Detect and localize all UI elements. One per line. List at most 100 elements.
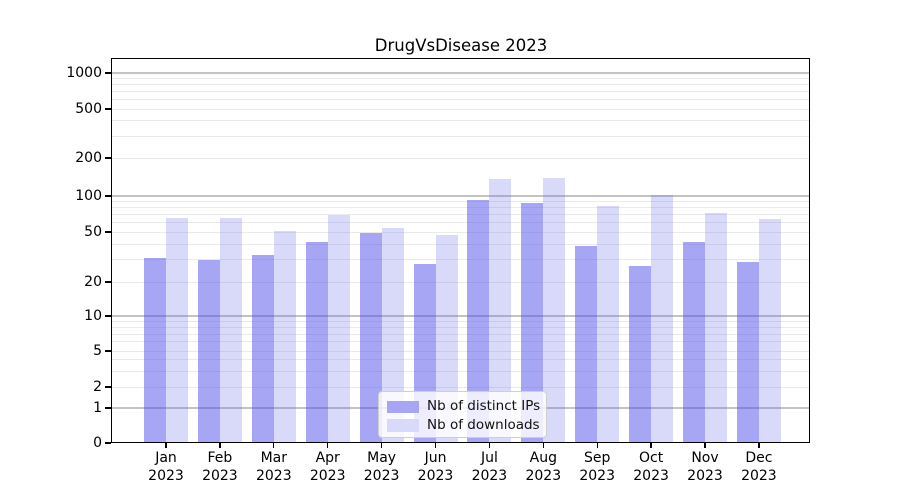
y-axis-tick [105, 442, 111, 444]
x-tick-label-year: 2023 [363, 467, 400, 484]
x-tick-label-year: 2023 [471, 467, 508, 484]
gridline-minor [112, 243, 809, 245]
bar-distinct-ips-aug [521, 203, 544, 443]
bar-downloads-sep [597, 206, 620, 443]
x-tick-label-year: 2023 [202, 467, 238, 484]
gridline-minor [112, 386, 809, 388]
bar-downloads-mar [273, 230, 296, 443]
x-tick-label-month: Oct [638, 450, 664, 466]
gridline-minor [112, 326, 809, 328]
x-tick-label-month: Aug [529, 450, 557, 466]
y-tick-label: 100 [75, 188, 102, 204]
bar-distinct-ips-jan [144, 258, 166, 443]
gridline-minor [112, 207, 809, 209]
x-tick-label-year: 2023 [687, 467, 723, 484]
x-tick-label-year: 2023 [579, 467, 615, 484]
bar-downloads-nov [705, 213, 727, 443]
x-tick-label-year: 2023 [525, 467, 562, 484]
gridline-minor [112, 135, 809, 137]
gridline-minor [112, 333, 809, 335]
x-tick-label: May 2023 [342, 450, 422, 485]
x-tick-label-month: Nov [691, 450, 719, 466]
y-axis-tick [105, 108, 111, 110]
gridline-minor [112, 200, 809, 202]
gridline-major [112, 195, 809, 197]
x-tick-label-month: Sep [583, 450, 611, 466]
gridline-minor [112, 84, 809, 86]
gridline-minor [112, 91, 809, 93]
chart-title: DrugVsDisease 2023 [374, 36, 548, 55]
gridline-major [112, 315, 809, 317]
gridline-minor [112, 77, 809, 79]
y-axis-tick [105, 157, 111, 159]
x-axis-tick [434, 443, 437, 448]
gridline-minor [112, 370, 809, 372]
x-tick-label-month: Feb [207, 450, 233, 466]
gridline-minor [112, 99, 809, 101]
bar-downloads-aug [543, 178, 566, 443]
bar-distinct-ips-sep [575, 245, 598, 443]
bar-downloads-apr [327, 214, 350, 443]
y-tick-label: 2 [93, 379, 102, 395]
bar-distinct-ips-apr [305, 241, 328, 443]
x-axis-tick [327, 443, 329, 448]
x-tick-label: Jan 2023 [126, 450, 206, 485]
x-axis-tick [380, 443, 383, 448]
x-tick-label-month: Dec [745, 450, 773, 466]
bar-distinct-ips-jul [467, 199, 490, 443]
x-tick-label-year: 2023 [741, 467, 777, 484]
x-tick-label: Feb 2023 [180, 450, 260, 485]
x-axis-tick [273, 443, 275, 448]
x-tick-label: Apr 2023 [288, 450, 368, 485]
gridline-minor [112, 350, 809, 352]
bar-distinct-ips-oct [629, 265, 652, 443]
legend-label-distinct-ips: Nb of distinct IPs [427, 398, 541, 415]
x-tick-label: Aug 2023 [503, 450, 583, 485]
bar-downloads-feb [219, 217, 242, 443]
x-tick-label-year: 2023 [417, 467, 454, 484]
y-axis-tick [105, 315, 111, 317]
y-tick-label: 200 [75, 150, 102, 166]
bar-distinct-ips-may [359, 233, 382, 443]
bar-distinct-ips-feb [197, 259, 220, 443]
x-tick-label-year: 2023 [255, 467, 292, 484]
x-tick-label: Nov 2023 [665, 450, 745, 485]
gridline-minor [112, 341, 809, 343]
y-tick-label: 1 [93, 400, 102, 416]
x-tick-label: Jul 2023 [449, 450, 529, 485]
bar-downloads-dec [758, 219, 781, 443]
gridline-minor [112, 259, 809, 261]
bar-distinct-ips-mar [251, 254, 274, 443]
y-axis-tick [105, 231, 111, 233]
y-axis-tick [105, 386, 111, 388]
bar-distinct-ips-nov [683, 241, 705, 443]
y-axis-tick [105, 350, 111, 352]
gridline-minor [112, 222, 809, 224]
gridline-minor [112, 214, 809, 216]
x-tick-label: Sep 2023 [557, 450, 637, 485]
bar-downloads-jul [489, 178, 512, 443]
gridline-minor [112, 120, 809, 122]
x-tick-label: Oct 2023 [611, 450, 691, 485]
x-axis-tick [542, 443, 544, 448]
y-axis-tick [105, 281, 111, 283]
x-tick-label-year: 2023 [633, 467, 669, 484]
y-tick-label: 10 [84, 308, 102, 324]
gridline-minor [112, 281, 809, 283]
legend-swatch-distinct-ips [387, 400, 419, 413]
x-tick-label: Mar 2023 [234, 450, 314, 485]
x-tick-label-month: Apr [315, 450, 340, 466]
x-axis-tick [758, 443, 760, 448]
y-tick-label: 500 [75, 101, 102, 117]
gridline-major [112, 72, 809, 74]
y-tick-label: 5 [93, 343, 102, 359]
x-tick-label-month: May [367, 450, 397, 466]
x-axis-tick [488, 443, 491, 448]
x-axis-tick [165, 443, 167, 448]
legend-label-downloads: Nb of downloads [427, 416, 540, 433]
bar-downloads-oct [651, 195, 674, 443]
y-axis-tick [105, 72, 111, 74]
y-axis-tick [105, 407, 111, 409]
y-tick-label: 0 [93, 435, 102, 451]
